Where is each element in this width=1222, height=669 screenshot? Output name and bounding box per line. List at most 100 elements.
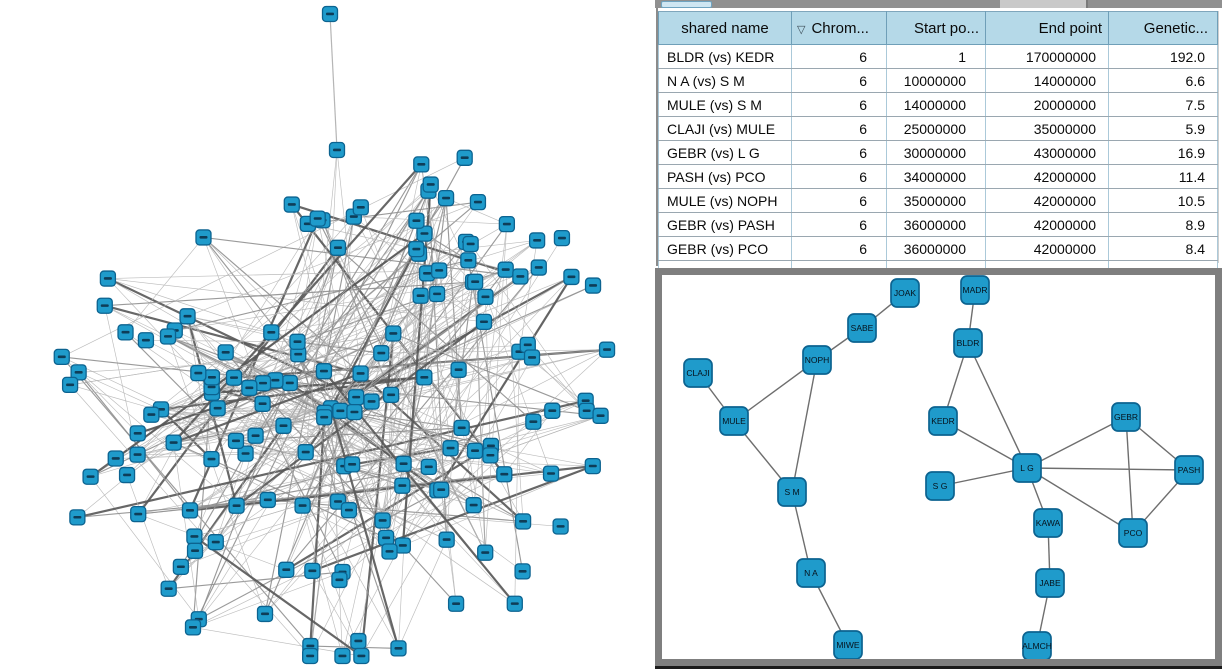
table-cell[interactable]: 42000000 xyxy=(985,236,1109,261)
network-node[interactable] xyxy=(69,509,86,526)
network-node-KEDR[interactable]: KEDR xyxy=(928,406,958,436)
network-node[interactable] xyxy=(460,252,477,269)
network-node[interactable] xyxy=(412,287,429,304)
edge-LG-GEBR[interactable] xyxy=(1026,416,1127,469)
network-node[interactable] xyxy=(346,403,363,421)
network-node[interactable] xyxy=(129,446,146,463)
network-node[interactable] xyxy=(466,273,484,290)
table-row[interactable]: MULE (vs) NOPH 6 35000000 42000000 10.5 xyxy=(658,188,1218,213)
network-node[interactable] xyxy=(353,647,370,665)
network-node[interactable] xyxy=(70,364,87,381)
table-cell[interactable]: 14000000 xyxy=(886,92,986,117)
network-node-SABE[interactable]: SABE xyxy=(847,313,877,343)
table-row[interactable]: MULE (vs) S M 6 14000000 20000000 7.5 xyxy=(658,92,1218,117)
network-node[interactable] xyxy=(61,376,79,394)
network-node[interactable] xyxy=(523,349,541,366)
network-node[interactable] xyxy=(413,156,430,173)
network-node[interactable] xyxy=(129,425,146,442)
network-node[interactable] xyxy=(209,400,226,417)
network-node[interactable] xyxy=(289,333,306,350)
network-node[interactable] xyxy=(416,369,433,386)
network-node[interactable] xyxy=(544,402,561,419)
table-cell[interactable]: 36000000 xyxy=(886,236,986,261)
column-header-genetic[interactable]: Genetic... xyxy=(1108,11,1218,45)
table-cell[interactable]: 36000000 xyxy=(886,212,986,237)
network-node-SG[interactable]: S G xyxy=(925,471,955,501)
table-cell[interactable]: 35000000 xyxy=(985,116,1109,141)
network-node[interactable] xyxy=(321,5,339,23)
network-node[interactable] xyxy=(302,647,319,665)
edge-LG-PCO[interactable] xyxy=(1026,467,1134,534)
network-node[interactable] xyxy=(408,212,425,229)
table-cell[interactable]: 10.5 xyxy=(1108,188,1218,213)
network-node[interactable] xyxy=(181,502,199,519)
table-cell[interactable]: BLDR (vs) KEDR xyxy=(658,44,792,69)
network-node[interactable] xyxy=(348,389,365,406)
edge-BLDR-LG[interactable] xyxy=(967,342,1028,469)
table-cell[interactable]: 6 xyxy=(791,188,887,213)
network-node-MULE[interactable]: MULE xyxy=(719,406,749,436)
network-node[interactable] xyxy=(228,497,245,514)
network-node[interactable] xyxy=(418,265,436,282)
network-node[interactable] xyxy=(227,432,245,450)
network-node[interactable] xyxy=(395,455,412,472)
table-cell[interactable]: 25000000 xyxy=(886,116,986,141)
table-cell[interactable]: 42000000 xyxy=(985,212,1109,237)
table-cell[interactable]: 20000000 xyxy=(985,92,1109,117)
network-node[interactable] xyxy=(469,194,487,211)
table-cell[interactable]: 6 xyxy=(791,164,887,189)
network-node[interactable] xyxy=(259,491,276,509)
network-node[interactable] xyxy=(475,313,493,331)
network-node[interactable] xyxy=(241,379,258,397)
network-node[interactable] xyxy=(477,544,494,561)
network-node[interactable] xyxy=(254,395,271,412)
network-node[interactable] xyxy=(225,369,243,386)
network-node[interactable] xyxy=(420,458,437,476)
network-node[interactable] xyxy=(203,450,220,468)
network-node[interactable] xyxy=(530,259,547,276)
network-node[interactable] xyxy=(203,369,221,386)
network-node-SM[interactable]: S M xyxy=(777,477,807,507)
table-cell[interactable]: 34000000 xyxy=(886,164,986,189)
table-cell[interactable]: MULE (vs) NOPH xyxy=(658,188,792,213)
table-cell[interactable]: MULE (vs) S M xyxy=(658,92,792,117)
network-node[interactable] xyxy=(184,619,202,636)
network-node[interactable] xyxy=(598,341,616,358)
column-header-shared-name[interactable]: shared name xyxy=(658,11,792,45)
network-node[interactable] xyxy=(390,640,407,657)
network-node[interactable] xyxy=(350,632,367,650)
network-node[interactable] xyxy=(416,225,433,242)
network-node[interactable] xyxy=(477,288,494,306)
network-node-PASH[interactable]: PASH xyxy=(1174,455,1204,485)
network-node-MADR[interactable]: MADR xyxy=(960,275,990,305)
network-node[interactable] xyxy=(99,270,117,287)
network-node[interactable] xyxy=(584,277,602,294)
network-node[interactable] xyxy=(462,235,479,253)
network-node[interactable] xyxy=(263,324,280,341)
network-node[interactable] xyxy=(290,346,307,363)
table-row[interactable]: GEBR (vs) PCO 6 36000000 42000000 8.4 xyxy=(658,236,1218,261)
table-cell[interactable]: 8.4 xyxy=(1108,236,1218,261)
network-node[interactable] xyxy=(130,506,147,523)
network-node[interactable] xyxy=(281,374,298,392)
table-cell[interactable]: 6 xyxy=(791,68,887,93)
network-node[interactable] xyxy=(117,324,134,341)
table-row[interactable]: CLAJI (vs) MULE 6 25000000 35000000 5.9 xyxy=(658,116,1218,141)
table-cell[interactable]: 192.0 xyxy=(1108,44,1218,69)
table-cell[interactable]: GEBR (vs) PASH xyxy=(658,212,792,237)
network-node-ALMCH[interactable]: ALMCH xyxy=(1022,631,1052,659)
network-node[interactable] xyxy=(340,502,358,519)
network-node[interactable] xyxy=(447,595,465,612)
network-node[interactable] xyxy=(381,543,398,560)
network-node[interactable] xyxy=(553,229,571,247)
network-node[interactable] xyxy=(160,580,177,597)
network-node[interactable] xyxy=(165,434,182,451)
table-cell[interactable]: 14000000 xyxy=(985,68,1109,93)
network-node[interactable] xyxy=(332,402,349,420)
network-node[interactable] xyxy=(159,328,177,345)
network-node-NA[interactable]: N A xyxy=(796,558,826,588)
network-node[interactable] xyxy=(592,407,609,424)
network-node[interactable] xyxy=(373,345,390,362)
table-cell[interactable]: 5.9 xyxy=(1108,116,1218,141)
table-cell[interactable]: 6 xyxy=(791,212,887,237)
